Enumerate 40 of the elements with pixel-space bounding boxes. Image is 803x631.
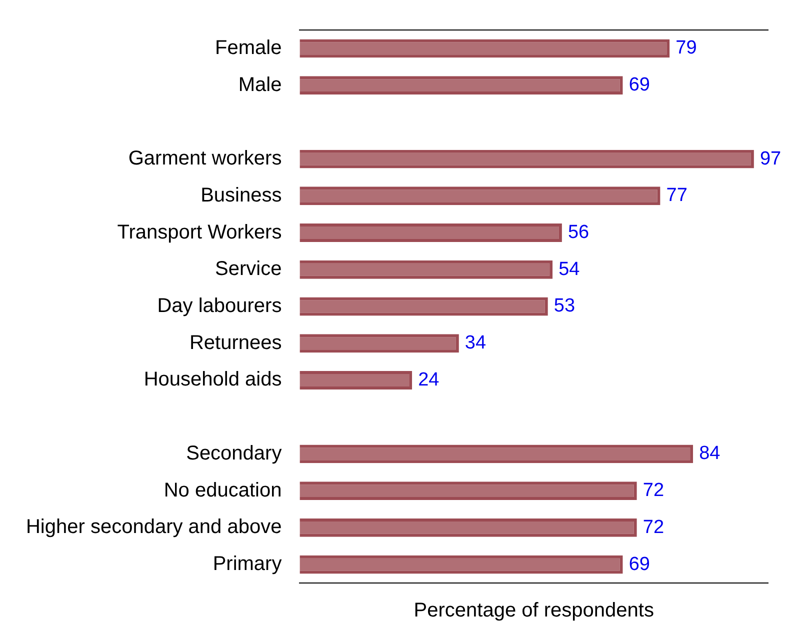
bar xyxy=(300,334,459,353)
bar xyxy=(300,39,670,58)
data-label: 84 xyxy=(699,443,721,464)
y-tick-label: Male xyxy=(238,74,282,96)
data-label: 69 xyxy=(628,74,650,96)
data-label: 69 xyxy=(628,554,650,575)
bar xyxy=(300,76,623,95)
bar xyxy=(300,260,553,279)
y-tick-label: No education xyxy=(164,479,282,502)
y-tick-label: Transport Workers xyxy=(117,221,282,244)
bar xyxy=(300,224,562,242)
bar xyxy=(300,297,548,316)
bar xyxy=(300,518,637,537)
bar xyxy=(300,150,754,168)
bar xyxy=(300,186,660,206)
bar xyxy=(300,371,412,390)
bar xyxy=(300,555,623,574)
data-label: 77 xyxy=(666,185,688,206)
y-tick-label: Household aids xyxy=(144,368,282,391)
y-tick-label: Higher secondary and above xyxy=(26,516,282,538)
data-label: 79 xyxy=(676,38,697,59)
data-label: 56 xyxy=(568,222,590,243)
data-label: 72 xyxy=(642,480,664,502)
data-label: 24 xyxy=(418,369,440,390)
data-label: 97 xyxy=(760,148,782,170)
y-tick-label: Returnees xyxy=(189,332,282,354)
data-label: 53 xyxy=(554,296,576,317)
y-tick-label: Female xyxy=(215,36,282,59)
data-label: 34 xyxy=(464,332,487,354)
y-tick-label: Garment workers xyxy=(128,148,282,170)
bar xyxy=(300,444,694,464)
y-tick-label: Primary xyxy=(212,553,282,576)
y-tick-label: Service xyxy=(215,258,282,280)
y-tick-label: Business xyxy=(200,184,282,206)
data-label: 54 xyxy=(558,258,580,280)
x-axis-title: Percentage of respondents xyxy=(414,600,654,622)
data-label: 72 xyxy=(642,516,664,538)
y-tick-label: Secondary xyxy=(186,442,282,464)
bar xyxy=(300,482,637,500)
y-tick-label: Day labourers xyxy=(157,295,282,318)
